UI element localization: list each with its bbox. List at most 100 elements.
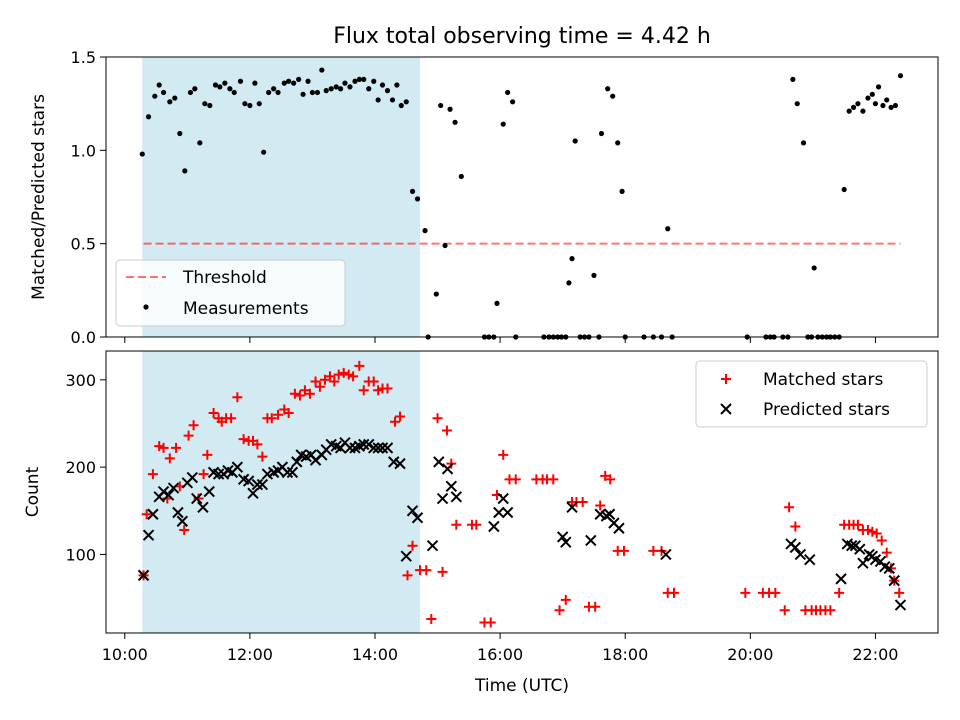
predicted-point [167, 482, 180, 494]
measurement-point [271, 86, 277, 92]
matched-point [368, 376, 379, 387]
predicted-point [894, 599, 907, 611]
matched-point [257, 451, 268, 462]
matched-point [421, 565, 432, 576]
measurement-point [197, 140, 203, 146]
predicted-point [845, 539, 858, 552]
measurement-point [897, 73, 904, 79]
y-tick-label: 0.5 [71, 235, 96, 254]
count-y-axis-label: Count [23, 466, 43, 517]
predicted-point [888, 574, 900, 587]
predicted-point [344, 442, 356, 454]
legend-predicted-swatch [720, 403, 732, 415]
measurement-point [366, 86, 372, 92]
matched-point [179, 524, 190, 535]
legend-box [695, 360, 928, 428]
predicted-point [197, 501, 209, 513]
matched-point [314, 381, 325, 392]
matched-point [183, 430, 194, 441]
matched-point [310, 376, 321, 387]
measurement-point [794, 101, 800, 107]
predicted-point [854, 543, 866, 555]
measurement-point [323, 88, 329, 94]
measurement-point [347, 84, 353, 90]
matched-point [154, 441, 165, 452]
predicted-point [363, 438, 375, 451]
predicted-point [411, 512, 424, 524]
measurement-point [566, 280, 572, 286]
measurement-point [275, 89, 281, 96]
measurement-point [860, 108, 866, 114]
measurement-point [237, 78, 244, 84]
predicted-point [157, 485, 170, 498]
predicted-point [556, 531, 569, 543]
measurement-point [139, 151, 145, 157]
measurement-point [342, 80, 348, 86]
x-tick-label: 10:00 [102, 645, 148, 664]
predicted-point [286, 466, 299, 479]
y-tick-label: 200 [65, 458, 96, 477]
matched-point [226, 413, 237, 424]
y-tick-label: 300 [65, 371, 96, 390]
measurement-point [231, 89, 237, 96]
measurement-point [869, 91, 875, 97]
measurement-point [872, 101, 879, 107]
matched-point [354, 360, 365, 371]
matched-point [605, 474, 616, 485]
chart-title: Flux total observing time = 4.42 h [333, 24, 711, 49]
measurement-point [665, 226, 671, 232]
matched-point [825, 605, 836, 616]
matched-point [834, 587, 845, 598]
matched-point [164, 453, 175, 464]
legend-matched-label: Matched stars [763, 370, 883, 390]
matched-point [790, 521, 801, 532]
predicted-point [251, 478, 264, 491]
predicted-point [147, 508, 159, 520]
measurement-point [790, 76, 796, 82]
measurement-point [247, 102, 253, 109]
x-tick-label: 20:00 [727, 645, 773, 664]
measurement-point [494, 300, 500, 306]
measurement-point [160, 89, 167, 96]
x-tick-label: 22:00 [852, 645, 898, 664]
matched-point [770, 587, 781, 598]
count-y-axis: 100 200 300 [65, 371, 106, 564]
measurement-point [605, 86, 611, 92]
measurement-point [379, 82, 386, 88]
matched-point [560, 594, 571, 605]
measurement-point [256, 101, 262, 107]
measurement-point [356, 76, 362, 82]
matched-point [446, 458, 457, 469]
matched-point [432, 413, 443, 424]
measurement-point [800, 140, 807, 146]
measurement-point [855, 101, 861, 107]
x-tick-label: 18:00 [602, 645, 648, 664]
measurement-point [458, 173, 464, 180]
matched-point [266, 413, 277, 424]
measurement-point [328, 86, 334, 92]
predicted-point [433, 456, 445, 468]
measurement-point [610, 93, 616, 99]
measurement-point [865, 95, 871, 101]
predicted-point [441, 463, 454, 475]
matched-point [147, 469, 158, 480]
predicted-point [372, 442, 384, 454]
measurement-point [156, 82, 162, 88]
matched-point [252, 439, 263, 450]
matched-point [289, 388, 300, 399]
matched-point [554, 605, 565, 616]
matched-point [471, 519, 482, 530]
measurement-point [361, 76, 367, 82]
predicted-point [585, 534, 597, 547]
predicted-point [212, 468, 225, 480]
measurement-point [305, 78, 311, 84]
measurement-point [447, 106, 453, 112]
measurement-point [291, 80, 297, 86]
measurement-point [880, 102, 886, 109]
predicted-point [560, 536, 572, 548]
matched-point [784, 502, 795, 513]
measurement-point [433, 291, 439, 297]
measurement-point [572, 138, 578, 144]
legend-predicted-label: Predicted stars [763, 400, 890, 420]
measurement-point [177, 130, 183, 137]
